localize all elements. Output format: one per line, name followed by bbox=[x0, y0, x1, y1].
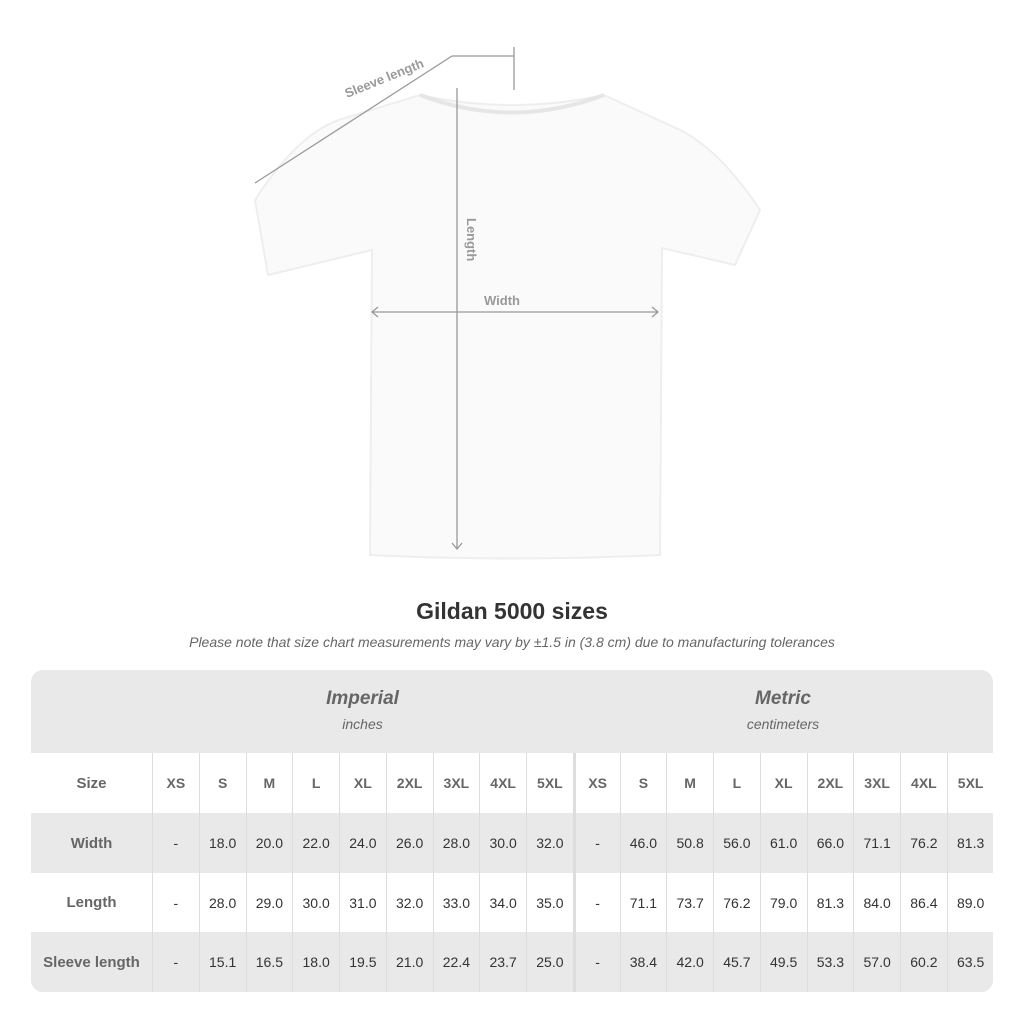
size-table: Imperial inches Metric centimeters Size … bbox=[31, 670, 993, 992]
size-header-cell: M bbox=[245, 753, 293, 813]
value-cell: 19.5 bbox=[339, 932, 386, 992]
value-cell: 22.4 bbox=[432, 932, 480, 992]
value-cell: 81.3 bbox=[946, 813, 993, 873]
value-cell: 49.5 bbox=[759, 932, 807, 992]
value-cell: 22.0 bbox=[292, 813, 339, 873]
value-cell: 34.0 bbox=[479, 873, 526, 932]
sleeve-length-line bbox=[254, 55, 453, 184]
row-label: Sleeve length bbox=[43, 953, 140, 971]
size-header-cell: M bbox=[666, 753, 713, 813]
metric-unit: centimeters bbox=[746, 716, 820, 732]
size-header-cell: XL bbox=[759, 753, 807, 813]
value-cell: 26.0 bbox=[385, 813, 433, 873]
value-cell: 30.0 bbox=[479, 813, 526, 873]
imperial-unit: inches bbox=[342, 716, 383, 732]
size-header-cell: 5XL bbox=[526, 753, 573, 813]
row-label: Width bbox=[70, 834, 113, 852]
size-header-cell: 4XL bbox=[900, 753, 947, 813]
row-label: Length bbox=[66, 894, 117, 911]
imperial-header: Imperial inches bbox=[152, 670, 573, 753]
value-cell: 71.1 bbox=[853, 813, 900, 873]
value-cell: 38.4 bbox=[619, 932, 667, 992]
value-cell: 20.0 bbox=[245, 813, 293, 873]
length-label: Length bbox=[464, 218, 479, 261]
metric-header: Metric centimeters bbox=[573, 670, 993, 753]
value-cell: 29.0 bbox=[245, 873, 293, 932]
value-cell: 66.0 bbox=[806, 813, 854, 873]
size-header-row: Size XS S M L XL 2XL 3XL 4XL 5XL XS S M L XL 2XL 3XL 4XL… bbox=[31, 753, 993, 813]
value-cell: 76.2 bbox=[713, 873, 760, 932]
size-header-cell: 2XL bbox=[385, 753, 433, 813]
value-cell: 63.5 bbox=[946, 932, 993, 992]
value-cell: 15.1 bbox=[198, 932, 246, 992]
value-cell: 31.0 bbox=[339, 873, 386, 932]
size-header-cell: 5XL bbox=[946, 753, 993, 813]
value-cell: 84.0 bbox=[853, 873, 900, 932]
value-cell: 76.2 bbox=[900, 813, 947, 873]
value-cell: 79.0 bbox=[759, 873, 807, 932]
size-header-cell: XL bbox=[339, 753, 386, 813]
value-cell: - bbox=[572, 813, 620, 873]
value-cell: 21.0 bbox=[385, 932, 433, 992]
value-cell: 45.7 bbox=[713, 932, 760, 992]
value-cell: 23.7 bbox=[479, 932, 526, 992]
size-header-cell: L bbox=[713, 753, 760, 813]
value-cell: 32.0 bbox=[385, 873, 433, 932]
value-cell: 28.0 bbox=[432, 813, 480, 873]
size-header-cell: XS bbox=[152, 753, 199, 813]
value-cell: - bbox=[152, 813, 199, 873]
table-row: Width -18.0 20.0 22.0 24.0 26.0 28.0 30.0 32.0-4… bbox=[31, 813, 993, 873]
imperial-title: Imperial bbox=[326, 688, 399, 709]
tshirt-image bbox=[253, 93, 762, 560]
metric-title: Metric bbox=[755, 688, 811, 709]
tshirt-diagram: Sleeve length Length Width bbox=[253, 47, 762, 560]
width-label: Width bbox=[484, 293, 520, 308]
size-label: Size bbox=[76, 774, 107, 792]
size-header-cell: S bbox=[198, 753, 246, 813]
value-cell: 71.1 bbox=[619, 873, 667, 932]
value-cell: 73.7 bbox=[666, 873, 713, 932]
value-cell: 30.0 bbox=[292, 873, 339, 932]
value-cell: 18.0 bbox=[198, 813, 246, 873]
value-cell: 86.4 bbox=[900, 873, 947, 932]
size-header-cell: 4XL bbox=[479, 753, 526, 813]
value-cell: 46.0 bbox=[619, 813, 667, 873]
value-cell: 56.0 bbox=[713, 813, 760, 873]
value-cell: 42.0 bbox=[666, 932, 713, 992]
size-header-cell: L bbox=[292, 753, 339, 813]
value-cell: - bbox=[152, 932, 199, 992]
value-cell: - bbox=[572, 873, 620, 932]
value-cell: 16.5 bbox=[245, 932, 293, 992]
value-cell: 24.0 bbox=[339, 813, 386, 873]
value-cell: 81.3 bbox=[806, 873, 854, 932]
value-cell: 28.0 bbox=[198, 873, 246, 932]
value-cell: 18.0 bbox=[292, 932, 339, 992]
page-title: Gildan 5000 sizes bbox=[416, 598, 608, 624]
value-cell: 60.2 bbox=[900, 932, 947, 992]
value-cell: 61.0 bbox=[759, 813, 807, 873]
table-row: Sleeve length -15.1 16.5 18.0 19.5 21.0 22.4 23… bbox=[31, 932, 993, 992]
value-cell: 50.8 bbox=[666, 813, 713, 873]
value-cell: 33.0 bbox=[432, 873, 480, 932]
size-header-cell: S bbox=[619, 753, 667, 813]
value-cell: 53.3 bbox=[806, 932, 854, 992]
value-cell: 57.0 bbox=[853, 932, 900, 992]
value-cell: 35.0 bbox=[526, 873, 573, 932]
sleeve-length-label: Sleeve length bbox=[343, 55, 426, 100]
size-header-cell: 3XL bbox=[432, 753, 480, 813]
value-cell: 25.0 bbox=[526, 932, 573, 992]
size-header-cell: 2XL bbox=[806, 753, 854, 813]
value-cell: - bbox=[152, 873, 199, 932]
size-header-cell: 3XL bbox=[853, 753, 900, 813]
value-cell: 89.0 bbox=[946, 873, 993, 932]
table-row: Length -28.0 29.0 30.0 31.0 32.0 33.0 34.0 35.0-… bbox=[31, 873, 993, 932]
size-header-cell: XS bbox=[572, 753, 620, 813]
value-cell: - bbox=[572, 932, 620, 992]
value-cell: 32.0 bbox=[526, 813, 573, 873]
tolerance-note: Please note that size chart measurements… bbox=[189, 634, 835, 650]
